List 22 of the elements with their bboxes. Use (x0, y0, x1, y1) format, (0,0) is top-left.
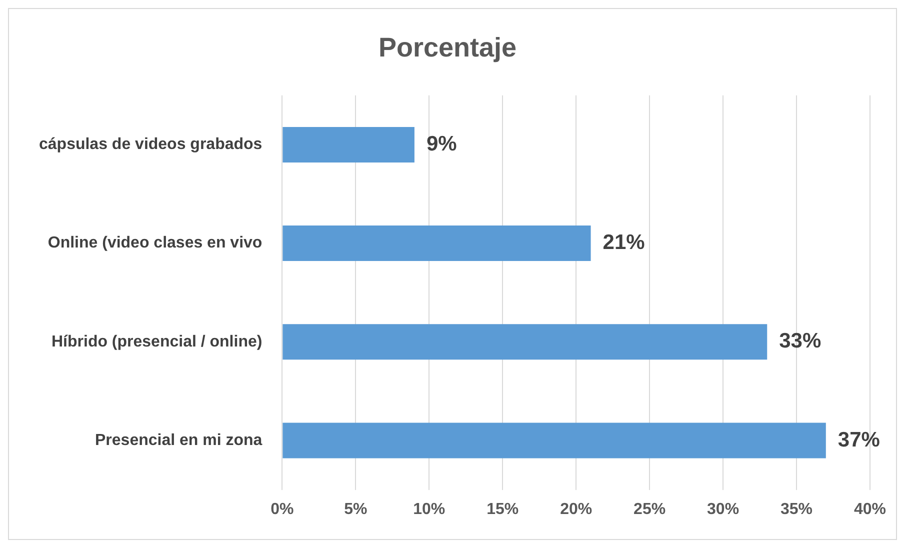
bar (282, 422, 826, 458)
y-tick-label: Presencial en mi zona (95, 432, 262, 449)
x-tick-label: 35% (780, 500, 813, 518)
bar (282, 126, 414, 162)
y-tick-label: Online (video clases en vivo (48, 234, 262, 252)
data-label: 33% (779, 330, 822, 353)
x-tick-label: 10% (413, 500, 446, 518)
x-tick-label: 5% (344, 500, 368, 518)
x-tick-label: 40% (854, 500, 886, 518)
bar (282, 324, 768, 360)
y-tick-label: cápsulas de videos grabados (38, 136, 262, 154)
chart-title: Porcentaje (378, 32, 517, 63)
bar (282, 226, 591, 262)
x-tick-label: 20% (560, 500, 592, 518)
x-tick-label: 15% (486, 500, 519, 518)
data-label: 21% (602, 231, 646, 254)
x-tick-label: 0% (270, 500, 294, 518)
x-tick-label: 25% (634, 500, 666, 518)
y-tick-label: Híbrido (presencial / online) (51, 333, 262, 350)
data-label: 9% (426, 132, 458, 156)
data-label: 37% (838, 428, 880, 452)
x-tick-label: 30% (707, 500, 740, 518)
